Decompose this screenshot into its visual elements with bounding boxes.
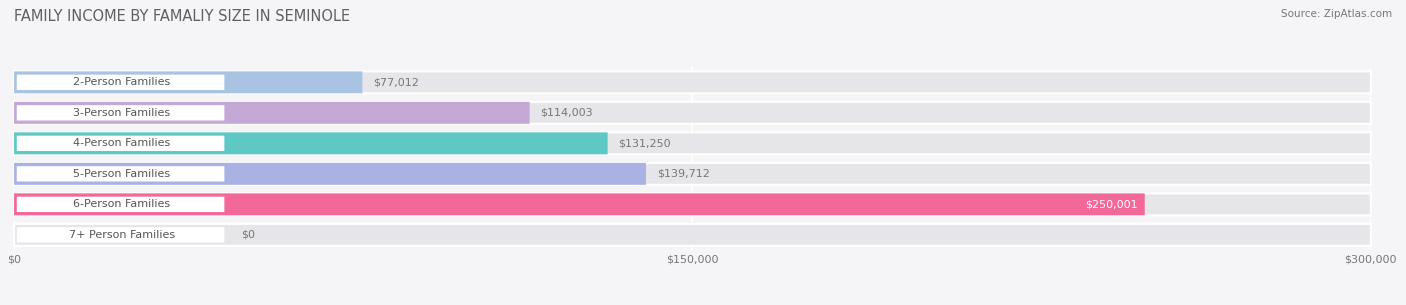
Text: $0: $0 (240, 230, 254, 240)
Text: 7+ Person Families: 7+ Person Families (69, 230, 174, 240)
FancyBboxPatch shape (17, 136, 225, 151)
FancyBboxPatch shape (14, 163, 1371, 185)
Text: $131,250: $131,250 (619, 138, 671, 148)
FancyBboxPatch shape (14, 71, 363, 93)
Text: $139,712: $139,712 (657, 169, 710, 179)
Text: $250,001: $250,001 (1085, 199, 1137, 209)
FancyBboxPatch shape (14, 224, 1371, 246)
FancyBboxPatch shape (14, 102, 530, 124)
FancyBboxPatch shape (17, 105, 225, 120)
FancyBboxPatch shape (17, 75, 225, 90)
FancyBboxPatch shape (17, 227, 225, 242)
FancyBboxPatch shape (14, 71, 1371, 93)
Text: 4-Person Families: 4-Person Families (73, 138, 170, 148)
FancyBboxPatch shape (17, 197, 225, 212)
Text: $77,012: $77,012 (373, 77, 419, 87)
Text: 2-Person Families: 2-Person Families (73, 77, 170, 87)
FancyBboxPatch shape (14, 193, 1144, 215)
Text: FAMILY INCOME BY FAMALIY SIZE IN SEMINOLE: FAMILY INCOME BY FAMALIY SIZE IN SEMINOL… (14, 9, 350, 24)
Text: $114,003: $114,003 (540, 108, 593, 118)
Text: 5-Person Families: 5-Person Families (73, 169, 170, 179)
Text: 3-Person Families: 3-Person Families (73, 108, 170, 118)
FancyBboxPatch shape (14, 163, 645, 185)
FancyBboxPatch shape (14, 132, 1371, 154)
FancyBboxPatch shape (17, 166, 225, 181)
Text: Source: ZipAtlas.com: Source: ZipAtlas.com (1281, 9, 1392, 19)
FancyBboxPatch shape (14, 193, 1371, 215)
Text: 6-Person Families: 6-Person Families (73, 199, 170, 209)
FancyBboxPatch shape (14, 132, 607, 154)
FancyBboxPatch shape (14, 102, 1371, 124)
